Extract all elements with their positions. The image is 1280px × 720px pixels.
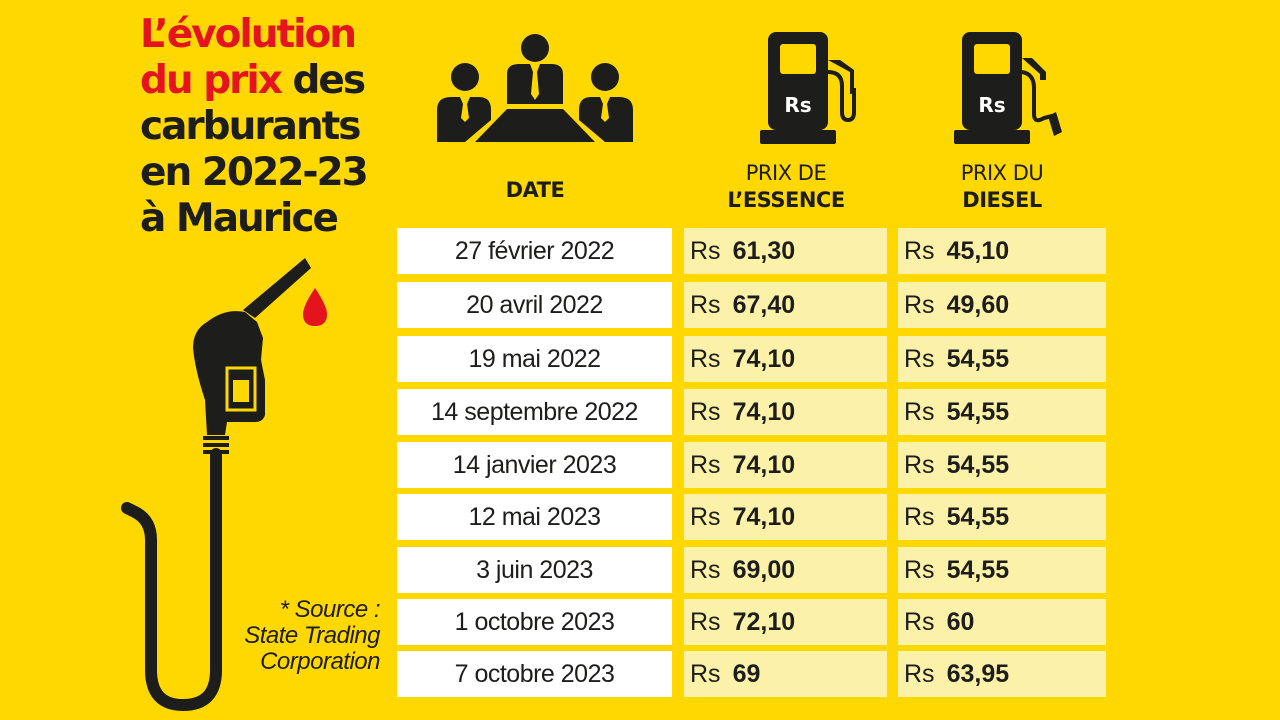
date-cell: 7 octobre 2023 bbox=[397, 651, 672, 697]
table-row: 19 mai 2022 Rs 74,10 Rs 54,55 bbox=[0, 336, 1280, 382]
header-diesel-line-1: PRIX DU bbox=[960, 161, 1044, 185]
diesel-price-value: 54,55 bbox=[946, 502, 1010, 531]
diesel-price-value: 54,55 bbox=[946, 397, 1010, 426]
table-row: 7 octobre 2023 Rs 69 Rs 63,95 bbox=[0, 651, 1280, 697]
currency-label: Rs bbox=[904, 659, 935, 688]
currency-label: Rs bbox=[690, 555, 721, 584]
currency-label: Rs bbox=[904, 450, 935, 479]
currency-label: Rs bbox=[690, 659, 721, 688]
essence-price-value: 74,10 bbox=[732, 397, 796, 426]
date-cell: 27 février 2022 bbox=[397, 228, 672, 274]
currency-label: Rs bbox=[690, 397, 721, 426]
currency-label: Rs bbox=[904, 344, 935, 373]
diesel-price-value: 54,55 bbox=[946, 450, 1010, 479]
essence-price-cell: Rs 74,10 bbox=[684, 442, 887, 488]
date-cell: 20 avril 2022 bbox=[397, 282, 672, 328]
title-line-2-highlight: du prix bbox=[140, 58, 283, 103]
table-row: 20 avril 2022 Rs 67,40 Rs 49,60 bbox=[0, 282, 1280, 328]
diesel-price-value: 54,55 bbox=[946, 344, 1010, 373]
essence-price-value: 69 bbox=[732, 659, 761, 688]
currency-label: Rs bbox=[904, 236, 935, 265]
diesel-price-value: 63,95 bbox=[946, 659, 1010, 688]
currency-label: Rs bbox=[904, 290, 935, 319]
currency-label: Rs bbox=[690, 450, 721, 479]
currency-label: Rs bbox=[904, 397, 935, 426]
diesel-price-cell: Rs 54,55 bbox=[898, 547, 1106, 593]
essence-price-cell: Rs 69,00 bbox=[684, 547, 887, 593]
essence-price-cell: Rs 67,40 bbox=[684, 282, 887, 328]
meeting-icon bbox=[437, 34, 633, 142]
title-line-2-rest: des bbox=[280, 58, 367, 103]
currency-label: Rs bbox=[904, 502, 935, 531]
essence-price-cell: Rs 74,10 bbox=[684, 389, 887, 435]
table-row: 27 février 2022 Rs 61,30 Rs 45,10 bbox=[0, 228, 1280, 274]
essence-price-value: 74,10 bbox=[732, 344, 796, 373]
currency-label: Rs bbox=[904, 555, 935, 584]
essence-price-value: 69,00 bbox=[732, 555, 796, 584]
diesel-price-cell: Rs 49,60 bbox=[898, 282, 1106, 328]
header-diesel-line-2: DIESEL bbox=[962, 188, 1042, 212]
essence-price-cell: Rs 74,10 bbox=[684, 494, 887, 540]
date-cell: 19 mai 2022 bbox=[397, 336, 672, 382]
diesel-price-value: 49,60 bbox=[946, 290, 1010, 319]
essence-price-value: 74,10 bbox=[732, 450, 796, 479]
header-date-label: DATE bbox=[505, 178, 565, 202]
title-line-1: L’évolution bbox=[140, 12, 357, 57]
essence-price-value: 74,10 bbox=[732, 502, 796, 531]
source-line-3: Corporation bbox=[260, 648, 380, 675]
header-diesel: PRIX DU DIESEL bbox=[918, 160, 1086, 214]
header-date: DATE bbox=[460, 177, 610, 204]
diesel-price-cell: Rs 63,95 bbox=[898, 651, 1106, 697]
header-essence: PRIX DE L’ESSENCE bbox=[700, 160, 872, 214]
title-line-4: en 2022-23 bbox=[140, 150, 369, 195]
currency-label: Rs bbox=[690, 502, 721, 531]
header-essence-line-1: PRIX DE bbox=[745, 161, 827, 185]
fuel-pump-essence-icon: Rs bbox=[760, 32, 856, 144]
table-row: 1 octobre 2023 Rs 72,10 Rs 60 bbox=[0, 599, 1280, 645]
date-cell: 1 octobre 2023 bbox=[397, 599, 672, 645]
diesel-price-cell: Rs 60 bbox=[898, 599, 1106, 645]
essence-price-cell: Rs 72,10 bbox=[684, 599, 887, 645]
essence-price-cell: Rs 69 bbox=[684, 651, 887, 697]
essence-price-value: 61,30 bbox=[732, 236, 796, 265]
diesel-price-cell: Rs 54,55 bbox=[898, 442, 1106, 488]
diesel-price-cell: Rs 54,55 bbox=[898, 389, 1106, 435]
diesel-price-cell: Rs 54,55 bbox=[898, 336, 1106, 382]
source-line-1: * Source : bbox=[279, 596, 381, 623]
date-cell: 14 janvier 2023 bbox=[397, 442, 672, 488]
infographic-title: L’évolution du prix des carburants en 20… bbox=[140, 12, 369, 242]
currency-label: Rs bbox=[690, 290, 721, 319]
diesel-price-cell: Rs 45,10 bbox=[898, 228, 1106, 274]
fuel-nozzle-icon bbox=[121, 258, 327, 712]
date-cell: 3 juin 2023 bbox=[397, 547, 672, 593]
currency-label: Rs bbox=[904, 607, 935, 636]
diesel-price-value: 45,10 bbox=[946, 236, 1010, 265]
diesel-price-value: 54,55 bbox=[946, 555, 1010, 584]
fuel-pump-diesel-icon: Rs bbox=[954, 32, 1062, 144]
diesel-price-cell: Rs 54,55 bbox=[898, 494, 1106, 540]
title-line-3: carburants bbox=[140, 104, 362, 149]
essence-price-cell: Rs 61,30 bbox=[684, 228, 887, 274]
date-cell: 14 septembre 2022 bbox=[397, 389, 672, 435]
table-row: 14 janvier 2023 Rs 74,10 Rs 54,55 bbox=[0, 442, 1280, 488]
header-essence-line-2: L’ESSENCE bbox=[727, 188, 845, 212]
essence-price-value: 72,10 bbox=[732, 607, 796, 636]
table-row: 14 septembre 2022 Rs 74,10 Rs 54,55 bbox=[0, 389, 1280, 435]
title-line-5: à Maurice bbox=[140, 196, 339, 241]
table-row: 3 juin 2023 Rs 69,00 Rs 54,55 bbox=[0, 547, 1280, 593]
essence-price-value: 67,40 bbox=[732, 290, 796, 319]
source-note: * Source : State Trading Corporation bbox=[180, 597, 380, 675]
pump-essence-label: Rs bbox=[784, 93, 811, 117]
currency-label: Rs bbox=[690, 344, 721, 373]
diesel-price-value: 60 bbox=[946, 607, 975, 636]
essence-price-cell: Rs 74,10 bbox=[684, 336, 887, 382]
fuel-drop-icon bbox=[303, 288, 327, 326]
currency-label: Rs bbox=[690, 607, 721, 636]
table-row: 12 mai 2023 Rs 74,10 Rs 54,55 bbox=[0, 494, 1280, 540]
pump-diesel-label: Rs bbox=[978, 93, 1005, 117]
source-line-2: State Trading bbox=[244, 622, 380, 649]
date-cell: 12 mai 2023 bbox=[397, 494, 672, 540]
currency-label: Rs bbox=[690, 236, 721, 265]
